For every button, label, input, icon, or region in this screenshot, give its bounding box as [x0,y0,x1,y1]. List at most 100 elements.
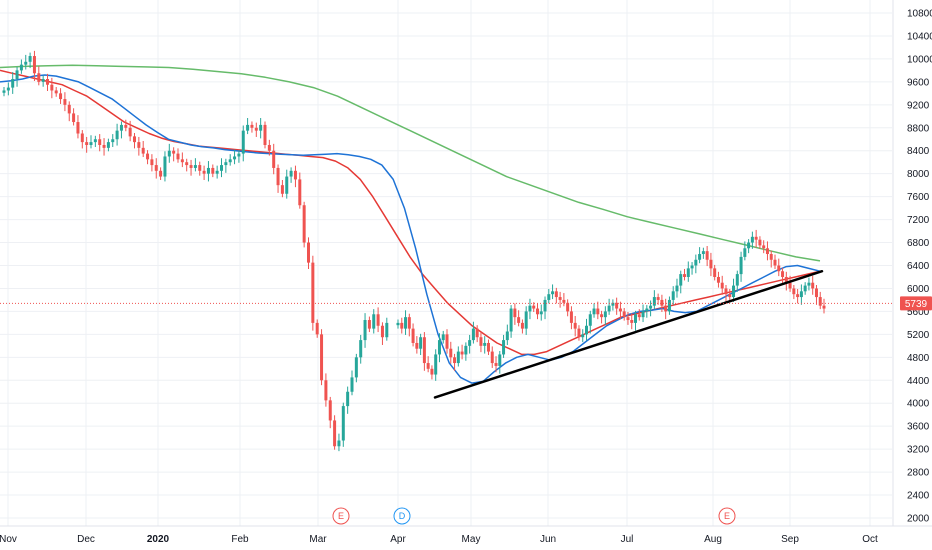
candle-body [397,323,400,325]
candle-body [216,171,219,174]
candle-body [551,291,554,294]
candle-body [476,329,479,338]
x-tick-label: Nov [0,534,17,545]
candle-body [721,283,724,289]
candle-body [103,145,106,148]
candle-body [98,139,101,145]
candle-body [706,251,709,260]
candle-body [577,329,580,338]
candle-body [736,274,739,285]
candle-body [555,291,558,297]
x-tick-label: Aug [704,534,722,545]
candle-body [400,323,403,329]
candle-body [412,329,415,343]
candle-body [7,88,10,91]
last-price-tag-text: 5739 [905,299,928,310]
candle-body [691,266,694,269]
candle-body [634,314,637,323]
candle-body [600,314,603,317]
candle-body [229,159,232,162]
candle-body [593,309,596,315]
candle-body [702,251,705,254]
candle-body [751,237,754,243]
candle-body [649,306,652,309]
candle-body [85,142,88,145]
candle-body [823,306,826,309]
candle-body [364,320,367,340]
candle-body [11,79,14,88]
candle-body [792,288,795,294]
candle-body [766,248,769,254]
candle-body [468,340,471,346]
candle-body [442,334,445,340]
candle-body [623,311,626,317]
candle-body [177,154,180,160]
candle-body [483,343,486,346]
candle-body [559,297,562,300]
x-tick-label: Sep [781,534,799,545]
candle-body [419,337,422,348]
candle-body [408,317,411,328]
candle-body [544,300,547,311]
candle-body [608,306,611,312]
candle-body [777,266,780,272]
candle-body [81,134,84,143]
last-price-tag: 5739 [900,296,932,310]
candle-body [747,243,750,249]
candle-body [142,148,145,154]
candle-body [536,309,539,315]
candle-body [59,93,62,99]
candle-body [72,113,75,122]
candle-body [819,297,822,306]
candle-body [626,317,629,320]
candle-body [46,79,49,85]
candle-body [233,156,236,159]
y-tick-label: 4000 [907,399,930,410]
candle-body [264,125,267,145]
event-marker[interactable]: E [333,508,349,524]
candle-body [604,311,607,317]
candle-body [346,392,349,406]
candle-body [359,340,362,357]
candle-body [430,369,433,375]
candle-body [574,323,577,329]
candle-body [198,165,201,171]
candle-body [76,122,79,133]
candle-body [570,311,573,322]
candle-body [581,334,584,337]
y-tick-label: 10800 [907,9,932,20]
candle-body [438,340,441,354]
candle-body [528,306,531,312]
y-tick-label: 4800 [907,353,930,364]
candle-body [207,168,210,174]
candle-body [385,323,388,337]
candle-body [3,90,6,92]
x-tick-label: Dec [77,534,95,545]
event-marker[interactable]: E [719,508,735,524]
candle-body [789,283,792,289]
candle-body [298,179,301,205]
y-tick-label: 6400 [907,261,930,272]
event-label: E [724,511,730,521]
candle-body [770,254,773,260]
price-axis[interactable]: 2000 2400 2800 3200 3600 4000 4400 4800 5200 5600… [907,9,932,525]
candle-body [774,260,777,266]
candle-body [220,165,223,171]
candle-body [525,311,528,328]
candle-body [137,142,140,148]
x-tick-label: Apr [390,534,406,545]
candle-body [259,125,262,131]
candle-body [281,185,284,194]
candle-body [495,363,498,366]
candle-body [453,357,456,363]
candle-body [372,314,375,328]
y-tick-label: 5200 [907,330,930,341]
candle-body [285,177,288,194]
candle-body [324,380,327,400]
event-marker[interactable]: D [394,508,410,524]
candle-body [381,326,384,337]
candle-body [619,309,622,312]
candle-body [521,323,524,329]
